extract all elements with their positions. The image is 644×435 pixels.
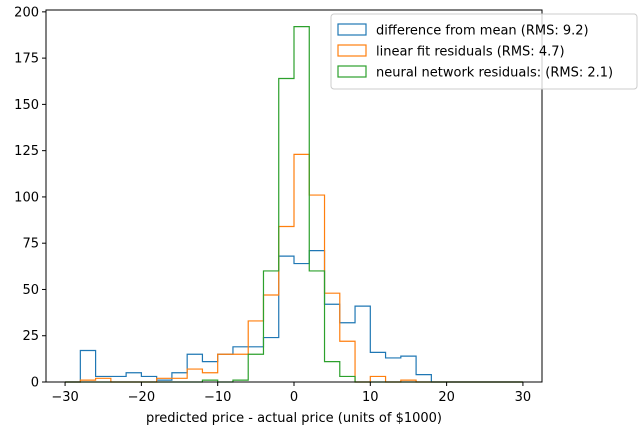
legend-swatch-1 [337, 44, 367, 57]
y-tick-label: 200 [14, 5, 39, 20]
y-tick-label: 25 [22, 329, 39, 344]
x-tick-label: 20 [438, 390, 455, 405]
legend-box [330, 13, 638, 90]
x-tick-label: −20 [128, 390, 155, 405]
y-tick-label: 50 [22, 283, 39, 298]
legend-label-1: linear fit residuals (RMS: 4.7) [376, 45, 565, 60]
y-tick-label: 125 [14, 144, 39, 159]
x-tick-label: 30 [515, 390, 532, 405]
legend-label-0: difference from mean (RMS: 9.2) [376, 24, 589, 39]
x-tick-label: 0 [290, 390, 298, 405]
y-tick-label: 150 [14, 98, 39, 113]
x-tick-label: −10 [204, 390, 231, 405]
x-tick-label: −30 [51, 390, 78, 405]
series-1-step-line [65, 153, 523, 383]
y-tick-label: 100 [14, 190, 39, 205]
x-tick-label: 10 [362, 390, 379, 405]
series-0-step-line [65, 249, 523, 383]
y-tick-label: 75 [22, 237, 39, 252]
axes-layer: −30 −20 −10 0 10 20 30 0 25 50 75 100 125 150 175 200 pr… [14, 5, 543, 426]
x-axis-label: predicted price - actual price (units of… [146, 411, 442, 426]
legend-swatch-2 [337, 65, 367, 78]
legend-label-2: neural network residuals: (RMS: 2.1) [376, 66, 613, 81]
y-tick-label: 175 [14, 52, 39, 67]
legend: difference from mean (RMS: 9.2) linear fi… [330, 13, 638, 90]
legend-swatch-0 [337, 23, 367, 36]
y-tick-label: 0 [31, 376, 39, 391]
